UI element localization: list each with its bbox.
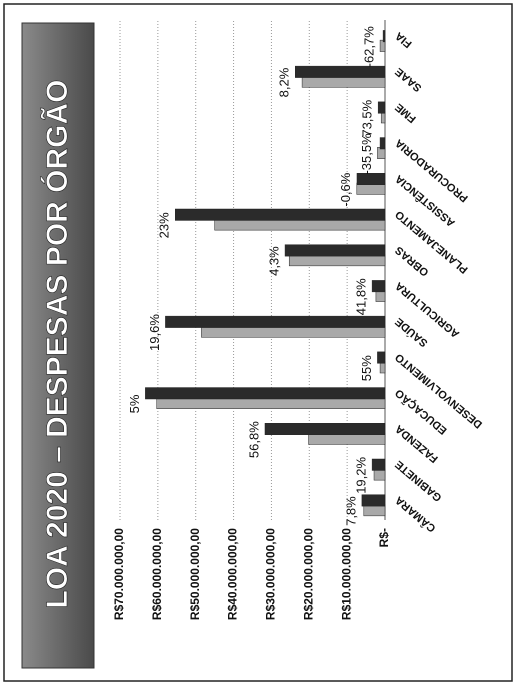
x-tick-label: SAAE [393,65,424,94]
x-tick-label: SAÚDE [392,315,430,350]
bar [377,101,386,114]
change-label: -0,6% [338,172,353,206]
bar [361,494,386,507]
change-label: 41,8% [354,278,369,315]
change-label: 19,6% [147,314,162,351]
bar [379,137,386,150]
chart-title: LOA 2020 – DESPESAS POR ÓRGÃO [40,79,74,608]
x-tick-label: FIA [393,29,414,50]
y-tick-label: R$70.000.000,00 [112,528,126,620]
y-tick-label: R$10.000.000,00 [339,528,353,620]
y-tick-label: R$- [377,528,391,547]
change-label: 4,3% [266,246,281,276]
change-label: 23% [157,212,172,238]
x-tick-label: PLANEJAMENTO [393,208,471,276]
change-label: 19,2% [354,456,369,493]
change-label: 8,2% [277,67,292,97]
change-label: -62,7% [362,26,377,68]
change-label: -35,5% [359,133,374,175]
bar [175,208,386,221]
change-label: 73,5% [360,99,375,136]
rotated-chart: LOA 2020 – DESPESAS POR ÓRGÃO R$- R$10.00… [21,20,485,669]
bar [379,39,386,52]
bar [371,458,386,471]
change-label: 7,8% [343,496,358,526]
x-tick-label: PROCURADORIA [393,136,471,204]
bar [284,244,386,257]
y-tick-label: R$40.000.000,00 [226,528,240,620]
y-tick-label: R$20.000.000,00 [301,528,315,620]
y-tick-label: R$50.000.000,00 [188,528,202,620]
title-box [21,22,95,669]
change-label: 5% [127,394,142,413]
bar [264,423,386,435]
x-tick-label: FME [393,101,419,125]
bar [377,351,386,364]
bar [145,387,386,400]
bar [356,173,386,185]
bar [382,30,386,43]
change-label: 55% [359,355,374,381]
bar [295,65,386,78]
change-label: 56,8% [246,421,261,458]
y-tick-label: R$30.000.000,00 [264,528,278,620]
y-tick-label: R$60.000.000,00 [150,528,164,620]
bar [165,315,386,328]
x-tick-label: OBRAS [393,244,431,279]
frame [3,3,513,682]
bar [371,280,386,293]
